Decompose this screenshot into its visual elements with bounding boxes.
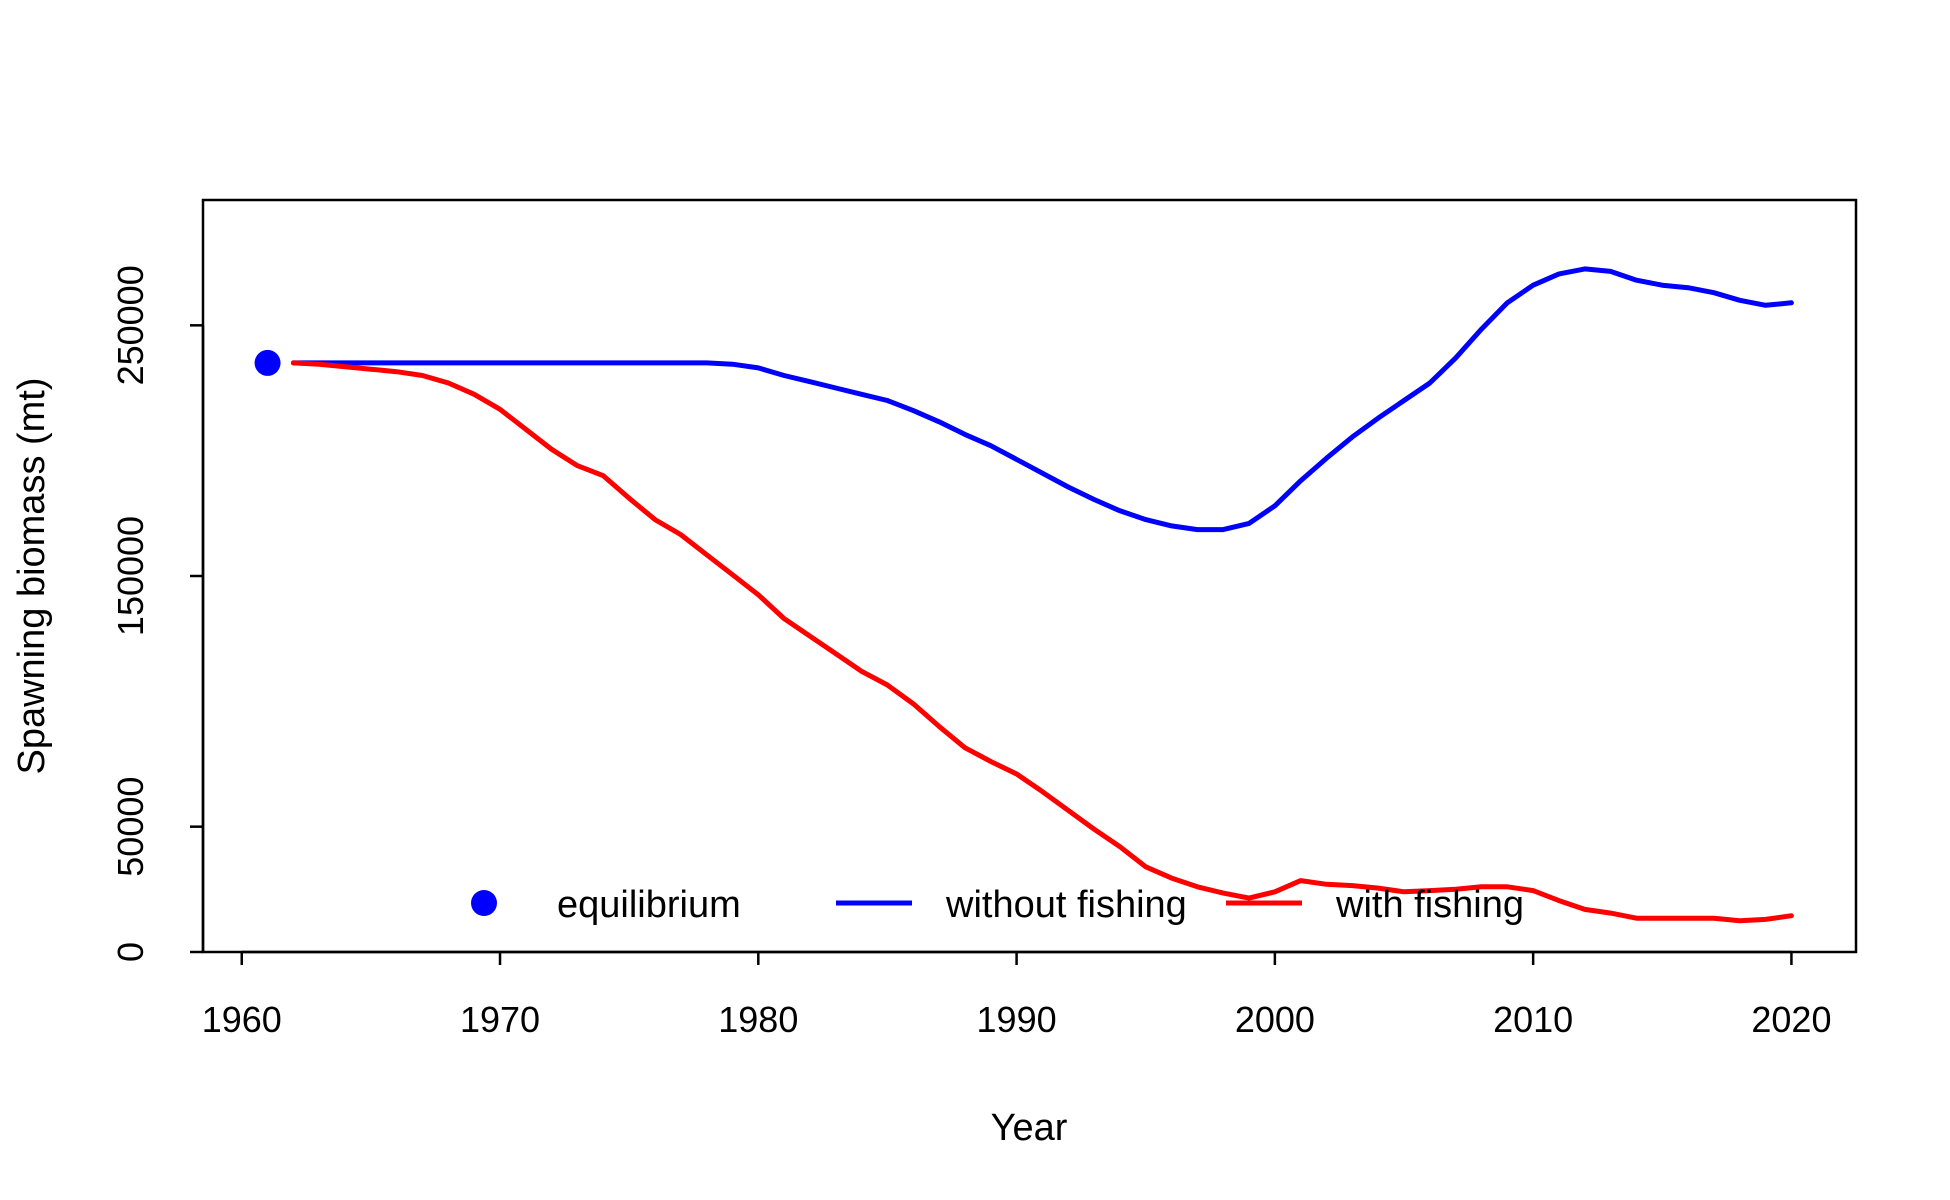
plot-frame [201, 198, 1858, 954]
y-tick-label: 250000 [110, 265, 151, 385]
y-tick-label: 0 [110, 942, 151, 962]
y-axis-title: Spawning biomass (mt) [11, 377, 53, 774]
series-layer [254, 266, 1794, 924]
equilibrium-point [254, 349, 281, 376]
x-tick-label: 1990 [977, 999, 1057, 1040]
x-tick-label: 2020 [1751, 999, 1831, 1040]
legend-equilibrium-label: equilibrium [557, 884, 741, 926]
series-line-without-fishing [290, 266, 1794, 533]
legend-with-fishing-label: with fishing [1335, 884, 1524, 926]
x-axis-title: Year [991, 1107, 1068, 1149]
x-tick-label: 1970 [460, 999, 540, 1040]
legend-equilibrium-marker [471, 890, 497, 916]
legend-without-fishing-label: without fishing [945, 884, 1187, 926]
y-axis: 0 50000 150000 250000 [110, 265, 205, 962]
x-tick-label: 2010 [1493, 999, 1573, 1040]
x-tick-label: 2000 [1235, 999, 1315, 1040]
legend: equilibrium without fishing with fishing [471, 884, 1524, 926]
series-line-with-fishing [290, 360, 1794, 924]
x-tick-label: 1980 [718, 999, 798, 1040]
y-tick-label: 50000 [110, 777, 151, 877]
y-tick-label: 150000 [110, 516, 151, 636]
x-tick-label: 1960 [202, 999, 282, 1040]
